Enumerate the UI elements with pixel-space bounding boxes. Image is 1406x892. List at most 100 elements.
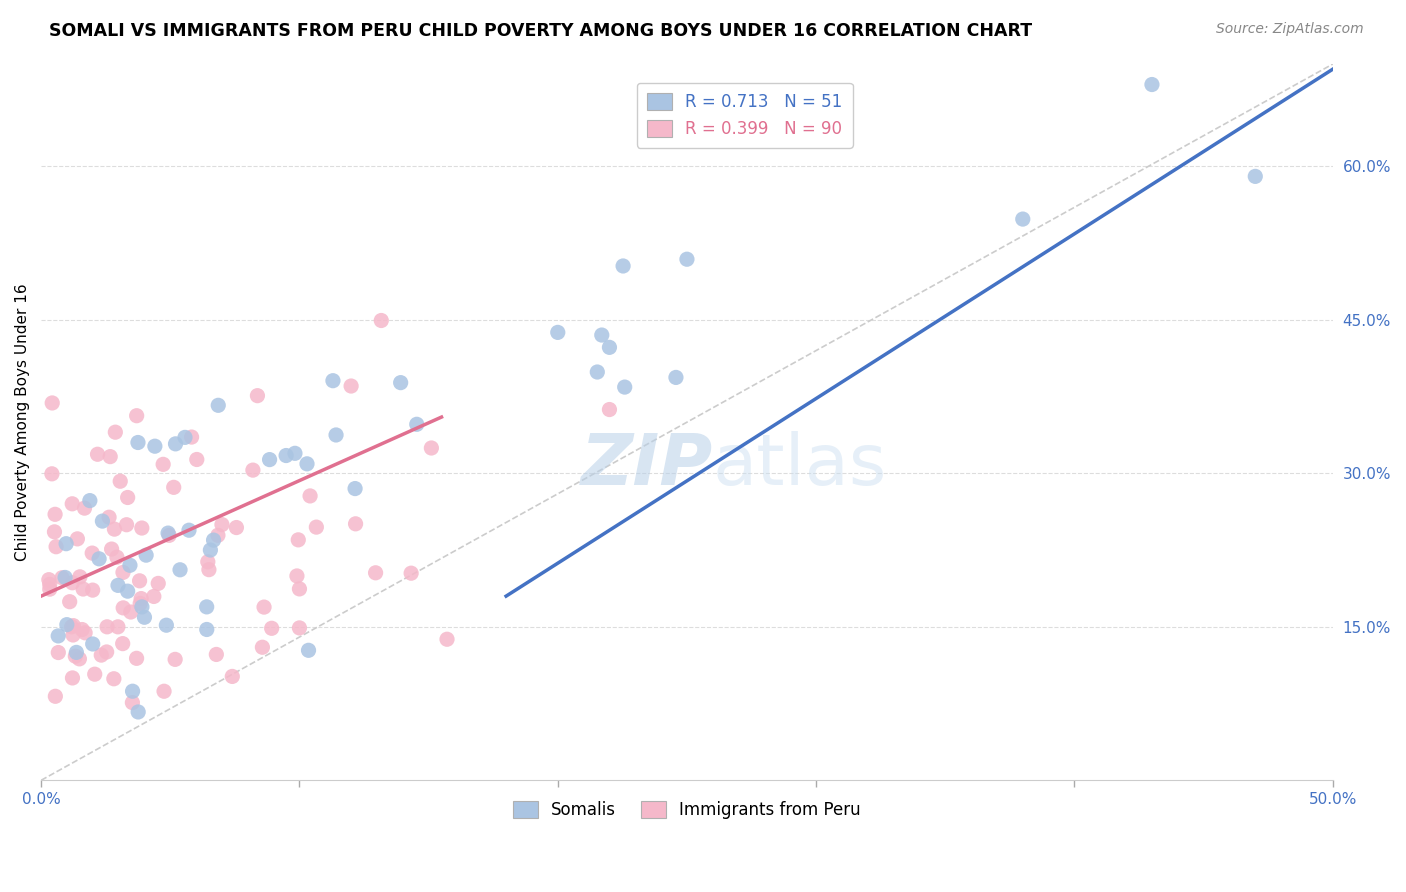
Point xyxy=(1244,169,1267,184)
Point xyxy=(62,628,84,642)
Point xyxy=(197,555,219,569)
Point xyxy=(56,617,79,632)
Point xyxy=(207,528,229,542)
Point xyxy=(38,577,60,591)
Point xyxy=(221,669,243,683)
Point xyxy=(69,570,91,584)
Point xyxy=(198,563,221,577)
Point xyxy=(96,620,118,634)
Point xyxy=(591,328,613,343)
Point xyxy=(297,643,319,657)
Text: SOMALI VS IMMIGRANTS FROM PERU CHILD POVERTY AMONG BOYS UNDER 16 CORRELATION CHA: SOMALI VS IMMIGRANTS FROM PERU CHILD POV… xyxy=(49,22,1032,40)
Point xyxy=(65,649,87,664)
Point xyxy=(82,637,104,651)
Point xyxy=(62,671,84,685)
Y-axis label: Child Poverty Among Boys Under 16: Child Poverty Among Boys Under 16 xyxy=(15,284,30,561)
Point xyxy=(104,425,127,440)
Point xyxy=(91,514,114,528)
Point xyxy=(207,398,229,412)
Point xyxy=(288,621,311,635)
Point xyxy=(125,651,148,665)
Point xyxy=(103,522,125,536)
Point xyxy=(41,396,63,410)
Point xyxy=(96,645,118,659)
Point xyxy=(53,570,76,584)
Point xyxy=(98,450,121,464)
Point xyxy=(364,566,387,580)
Point xyxy=(260,621,283,635)
Point xyxy=(148,576,170,591)
Point xyxy=(547,326,569,340)
Point xyxy=(436,632,458,647)
Point xyxy=(128,574,150,588)
Point xyxy=(276,449,298,463)
Point xyxy=(152,458,174,472)
Point xyxy=(131,521,153,535)
Point xyxy=(120,605,142,619)
Point xyxy=(60,620,83,634)
Point xyxy=(45,540,67,554)
Point xyxy=(44,524,66,539)
Point xyxy=(195,599,218,614)
Point xyxy=(60,497,83,511)
Point xyxy=(38,582,60,596)
Point xyxy=(253,600,276,615)
Point xyxy=(287,533,309,547)
Point xyxy=(299,489,322,503)
Point xyxy=(67,652,90,666)
Point xyxy=(177,523,200,537)
Point xyxy=(55,537,77,551)
Point xyxy=(598,402,620,417)
Point xyxy=(87,551,110,566)
Point xyxy=(59,595,82,609)
Point xyxy=(165,437,187,451)
Point xyxy=(676,252,699,267)
Point xyxy=(200,543,222,558)
Point xyxy=(79,493,101,508)
Point xyxy=(665,370,688,384)
Point xyxy=(285,569,308,583)
Point xyxy=(129,591,152,606)
Point xyxy=(112,600,135,615)
Point xyxy=(82,546,104,560)
Point xyxy=(72,582,94,596)
Point xyxy=(131,599,153,614)
Point xyxy=(155,618,177,632)
Point xyxy=(180,430,202,444)
Point xyxy=(51,571,73,585)
Point xyxy=(75,625,97,640)
Point xyxy=(389,376,412,390)
Point xyxy=(288,582,311,596)
Point xyxy=(98,510,121,524)
Point xyxy=(111,566,134,580)
Point xyxy=(121,696,143,710)
Point xyxy=(62,618,84,632)
Point xyxy=(186,452,208,467)
Point xyxy=(127,435,149,450)
Point xyxy=(1140,78,1163,92)
Point xyxy=(612,259,634,273)
Point xyxy=(44,508,66,522)
Point xyxy=(613,380,636,394)
Point xyxy=(169,563,191,577)
Point xyxy=(105,550,128,565)
Point xyxy=(73,501,96,516)
Point xyxy=(82,583,104,598)
Point xyxy=(344,482,367,496)
Text: Source: ZipAtlas.com: Source: ZipAtlas.com xyxy=(1216,22,1364,37)
Point xyxy=(65,645,87,659)
Point xyxy=(340,379,363,393)
Point xyxy=(195,623,218,637)
Point xyxy=(325,428,347,442)
Point xyxy=(153,684,176,698)
Point xyxy=(163,480,186,494)
Point xyxy=(157,528,180,542)
Point xyxy=(83,667,105,681)
Point xyxy=(295,457,318,471)
Point xyxy=(322,374,344,388)
Point xyxy=(370,313,392,327)
Point xyxy=(252,640,274,655)
Point xyxy=(420,441,443,455)
Point xyxy=(143,439,166,453)
Point xyxy=(110,474,132,488)
